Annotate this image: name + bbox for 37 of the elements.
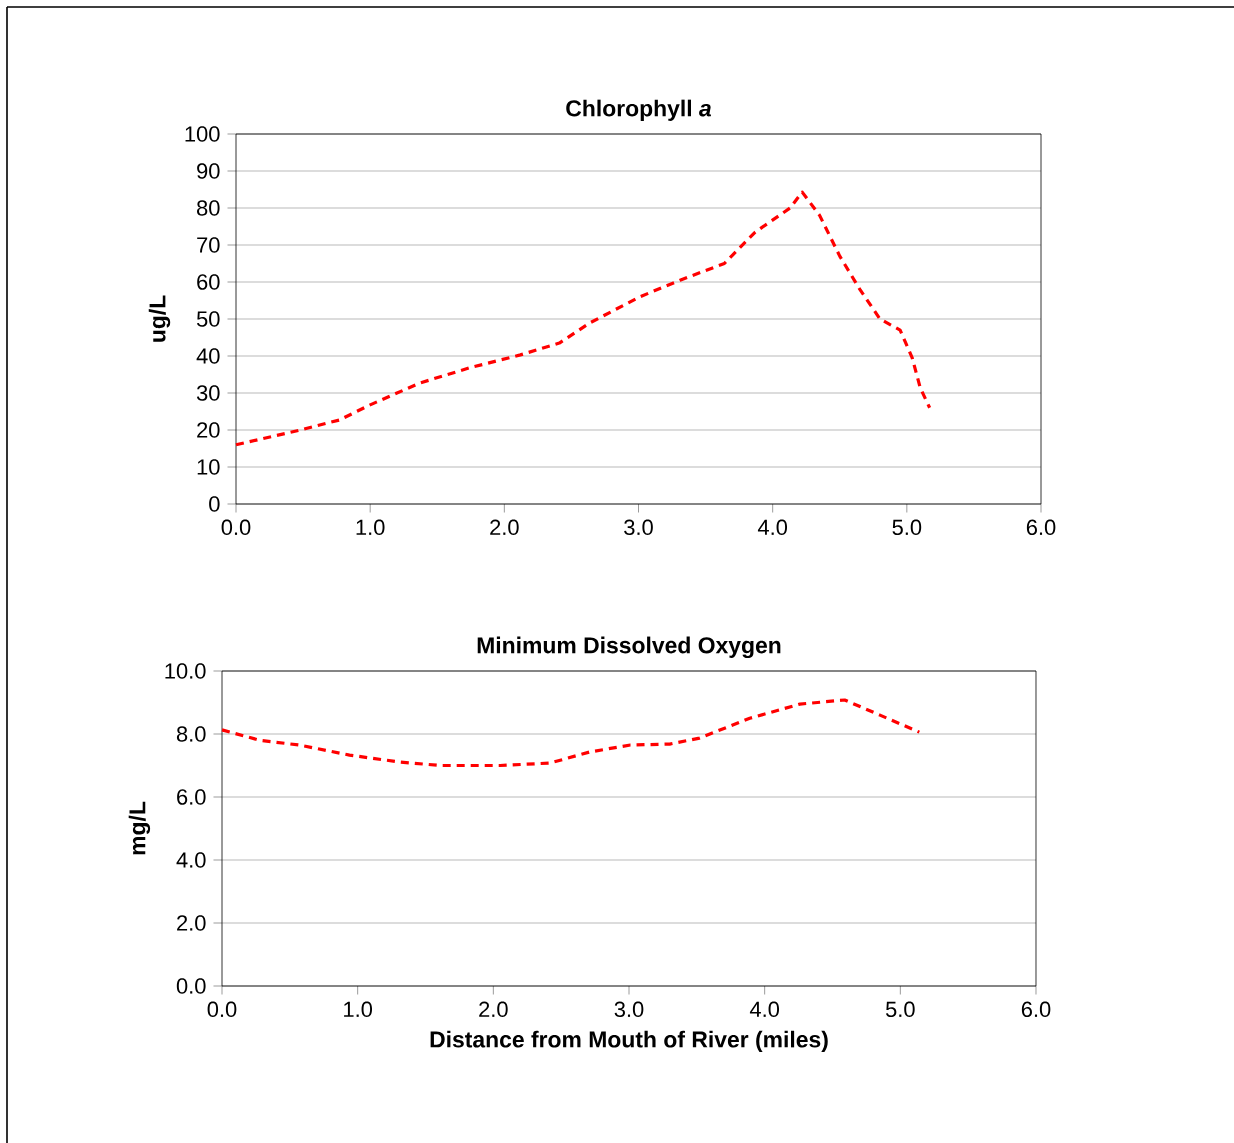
x-tick-label: 0.0 xyxy=(221,519,251,536)
x-tick-label: 1.0 xyxy=(344,1001,373,1018)
y-tick-label: 20 xyxy=(197,422,220,438)
x-tick-label: 2.0 xyxy=(479,1001,508,1018)
chart-title: Minimum Dissolved Oxygen xyxy=(477,636,781,658)
y-tick-label: 6.0 xyxy=(177,789,206,805)
x-tick-label: 5.0 xyxy=(892,519,922,536)
x-tick-label: 1.0 xyxy=(356,519,385,536)
y-tick-label: 100 xyxy=(185,126,220,142)
x-tick-label: 3.0 xyxy=(624,519,653,536)
x-tick-label: 5.0 xyxy=(885,1001,915,1018)
y-tick-label: 0 xyxy=(209,496,220,512)
y-tick-label: 2.0 xyxy=(177,915,206,931)
x-tick-label: 4.0 xyxy=(757,519,788,536)
line-series xyxy=(234,190,932,447)
line-series xyxy=(220,698,921,768)
y-tick-label: 30 xyxy=(196,385,220,401)
y-axis-title: mg/L xyxy=(128,801,151,855)
chart-title: Chlorophyll a xyxy=(566,99,712,121)
x-axis-title: Distance from Mouth of River (miles) xyxy=(430,1030,828,1053)
y-tick-label: 70 xyxy=(197,237,220,253)
y-tick-label: 80 xyxy=(197,200,220,216)
y-tick-label: 10 xyxy=(197,459,220,475)
y-tick-label: 4.0 xyxy=(176,852,206,868)
x-tick-label: 6.0 xyxy=(1026,519,1056,536)
y-tick-label: 10.0 xyxy=(165,663,206,679)
y-tick-label: 50 xyxy=(196,311,220,327)
y-tick-label: 60 xyxy=(197,274,220,290)
y-tick-label: 8.0 xyxy=(176,726,206,742)
x-tick-label: 6.0 xyxy=(1021,1001,1051,1018)
x-tick-label: 4.0 xyxy=(749,1001,780,1018)
y-axis-title: ug/L xyxy=(148,295,171,342)
y-tick-label: 90 xyxy=(197,163,220,179)
y-tick-label: 40 xyxy=(196,348,220,364)
x-tick-label: 3.0 xyxy=(614,1001,644,1018)
y-tick-label: 0.0 xyxy=(176,978,206,994)
x-tick-label: 2.0 xyxy=(490,519,519,536)
